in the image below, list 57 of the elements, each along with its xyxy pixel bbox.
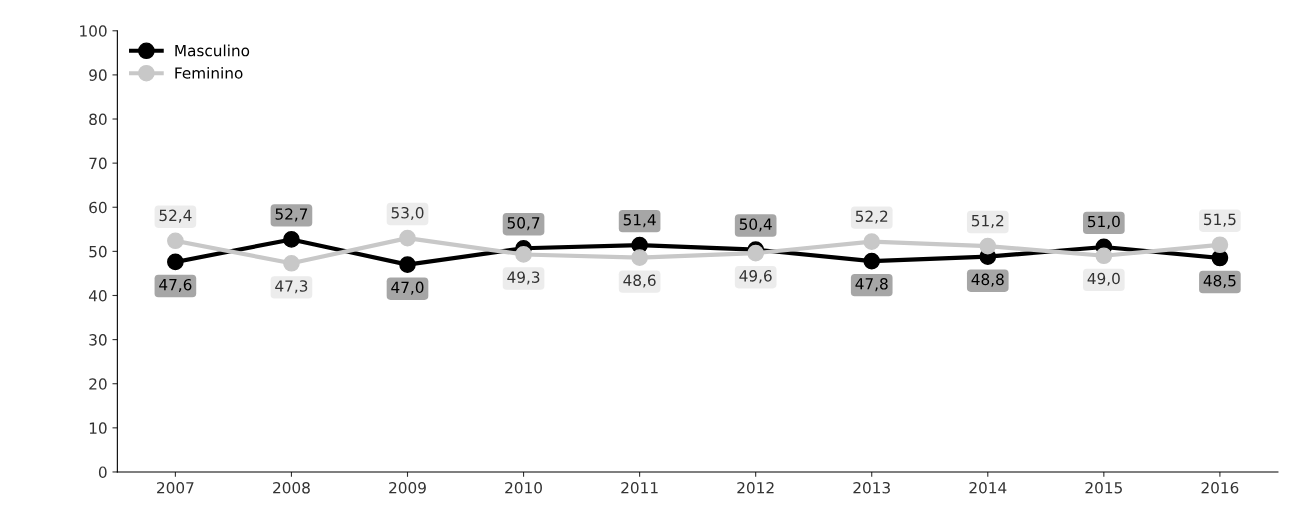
point	[283, 254, 300, 272]
x-tick-label: 2007	[157, 481, 194, 494]
data-label: 53,0	[391, 206, 424, 221]
legend-label: Masculino	[175, 44, 250, 57]
y-tick-label: 10	[89, 422, 107, 434]
x-tick-label: 2012	[737, 481, 774, 494]
x-tick-label: 2013	[853, 481, 890, 494]
x-tick-label: 2010	[505, 481, 542, 494]
point	[631, 249, 648, 266]
legend-label: Feminino	[175, 66, 243, 79]
x-tick-label: 2008	[273, 481, 310, 494]
data-label: 52,7	[275, 208, 308, 222]
y-tick-label: 40	[88, 289, 107, 302]
y-tick-label: 20	[89, 378, 107, 390]
point	[167, 232, 184, 250]
x-tick-label: 2015	[1085, 481, 1122, 494]
y-tick-label: 100	[80, 25, 107, 37]
data-label: 47,6	[159, 278, 192, 293]
y-tick-label: 60	[89, 201, 107, 214]
y-tick-label: 90	[89, 69, 107, 81]
point	[167, 253, 184, 271]
data-label: 49,0	[1087, 272, 1120, 286]
point	[399, 229, 416, 247]
y-tick-label: 50	[89, 245, 107, 258]
point	[979, 237, 997, 255]
y-tick-label: 0	[98, 466, 107, 478]
x-tick-label: 2011	[621, 481, 658, 494]
data-label: 49,6	[739, 270, 772, 284]
point	[747, 244, 765, 262]
y-tick-label: 30	[89, 334, 107, 346]
data-label: 50,7	[507, 217, 540, 231]
data-label: 48,5	[1203, 274, 1236, 289]
data-label: 50,4	[739, 218, 772, 232]
data-label: 47,3	[275, 280, 308, 294]
data-label: 52,4	[159, 209, 192, 223]
point	[515, 246, 532, 263]
data-label: 51,2	[971, 214, 1004, 229]
data-label: 48,6	[623, 274, 656, 288]
data-label: 51,0	[1088, 215, 1120, 229]
data-label: 51,4	[623, 214, 656, 228]
data-label: 47,0	[391, 281, 424, 295]
point	[1095, 247, 1113, 265]
x-tick-label: 2009	[389, 481, 426, 494]
y-tick-label: 80	[89, 113, 107, 126]
data-label: 48,8	[971, 273, 1004, 287]
point	[399, 256, 416, 273]
data-label: 51,5	[1204, 213, 1236, 227]
point	[863, 233, 881, 250]
data-label: 49,3	[507, 271, 540, 285]
x-tick-label: 2016	[1201, 481, 1239, 494]
y-tick-label: 70	[89, 157, 107, 170]
point	[863, 252, 881, 270]
point	[1211, 236, 1229, 254]
data-label: 47,8	[855, 278, 888, 292]
data-label: 52,2	[855, 210, 888, 224]
point	[283, 231, 300, 248]
x-tick-label: 2014	[969, 481, 1007, 494]
